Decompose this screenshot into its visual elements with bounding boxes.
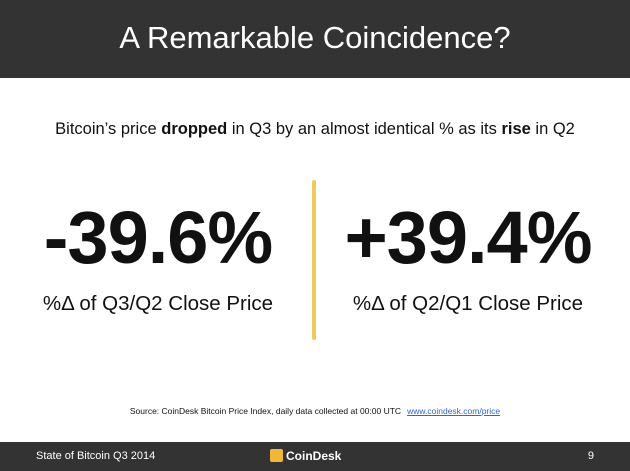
stat-value: +39.4% — [344, 196, 592, 279]
source-link[interactable]: www.coindesk.com/price — [407, 406, 501, 416]
source-text: Source: CoinDesk Bitcoin Price Index, da… — [129, 406, 402, 416]
subtitle: Bitcoin’s price dropped in Q3 by an almo… — [0, 120, 630, 139]
stat-label: %Δ of Q3/Q2 Close Price — [42, 292, 274, 315]
subtitle-text: in Q3 by an almost identical % as its — [227, 120, 502, 138]
footer-bar: State of Bitcoin Q3 2014 CoinDesk 9 — [0, 442, 630, 471]
header-bar: A Remarkable Coincidence? — [0, 0, 630, 78]
subtitle-emphasis: rise — [501, 120, 531, 138]
divider — [312, 180, 316, 340]
brand: CoinDesk — [286, 449, 342, 463]
logo-icon — [270, 449, 283, 462]
subtitle-text: Bitcoin’s price — [55, 120, 162, 138]
title: A Remarkable Coincidence? — [119, 20, 511, 55]
subtitle-text: in Q2 — [530, 120, 575, 138]
stat: -39.6% %Δ of Q3/Q2 Close Price — [8, 196, 308, 316]
stat: +39.4% %Δ of Q2/Q1 Close Price — [318, 196, 618, 316]
source: Source: CoinDesk Bitcoin Price Index, da… — [0, 406, 630, 416]
page-number: 9 — [587, 450, 594, 462]
footer-left: State of Bitcoin Q3 2014 — [36, 450, 156, 462]
stat-value: -39.6% — [43, 196, 273, 279]
subtitle-emphasis: dropped — [161, 120, 228, 138]
stat-label: %Δ of Q2/Q1 Close Price — [352, 292, 584, 315]
